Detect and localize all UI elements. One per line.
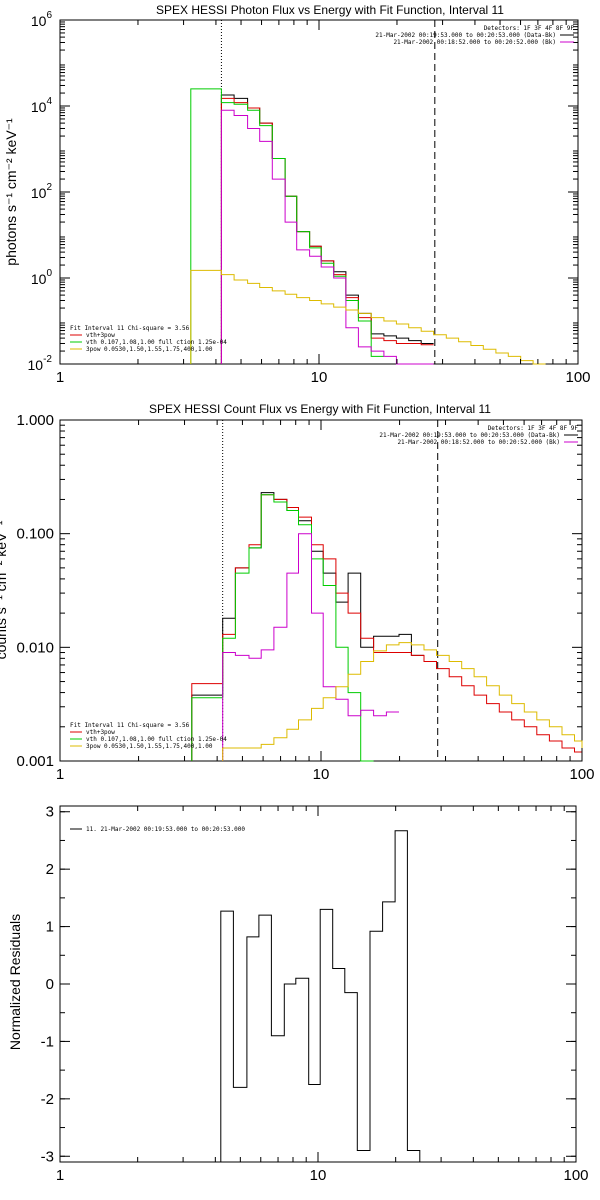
count-y-tick-label: 1.000 <box>16 412 54 429</box>
tick-exponent: 0 <box>46 268 52 279</box>
photon-legend-top-entry: 21-Mar-2002 00:19:53.000 to 00:20:53.000… <box>375 32 556 39</box>
residuals-panel: -3 -2 -1 0 1 2 3 1 10 100 Normalized Residuals 1… <box>7 804 589 1184</box>
photon-flux-panel: SPEX HESSI Photon Flux vs Energy with Fi… <box>3 3 591 386</box>
photon-series-4 <box>190 269 546 365</box>
tick-exponent: 4 <box>46 96 52 107</box>
residuals-y-tick-label: 3 <box>46 804 54 821</box>
tick-base: 10 <box>31 271 47 287</box>
photon-panel-title: SPEX HESSI Photon Flux vs Energy with Fi… <box>156 3 504 17</box>
photon-y-tick-label: 100 <box>31 268 53 287</box>
photon-vertical-markers <box>220 20 436 364</box>
count-vertical-markers <box>222 420 439 761</box>
count-x-tick-label: 10 <box>313 766 330 783</box>
count-plot-area: 0.001 0.010 0.100 1.000 1 10 100 <box>16 412 594 783</box>
count-legend-top-entry: 21-Mar-2002 00:19:53.000 to 00:20:53.000… <box>379 432 560 439</box>
photon-y-tick-label: 10-2 <box>28 354 53 373</box>
photon-plot-frame <box>59 19 579 365</box>
count-legend-bottom-title: Fit Interval 11 Chi-square = 3.56 <box>70 722 190 729</box>
residuals-y-tick-label: 2 <box>46 861 54 878</box>
count-series-2 <box>191 494 374 762</box>
count-legend-bottom-entry: vth+3pow <box>86 729 115 736</box>
photon-series-2 <box>190 88 384 364</box>
residuals-series-0 <box>220 830 433 1163</box>
count-panel-title: SPEX HESSI Count Flux vs Energy with Fit… <box>149 402 491 416</box>
photon-y-axis-label: photons s⁻¹ cm⁻² keV⁻¹ <box>3 118 19 266</box>
count-series-3 <box>222 533 399 761</box>
residuals-y-tick-label: 0 <box>46 976 54 993</box>
residuals-y-tick-label: -1 <box>41 1033 54 1050</box>
tick-base: 10 <box>31 99 47 115</box>
residuals-y-tick-label: -3 <box>41 1148 54 1165</box>
residuals-y-ticks: -3 -2 -1 0 1 2 3 <box>41 804 576 1165</box>
residuals-x-tick-label: 1 <box>56 1167 64 1184</box>
residuals-x-tick-label: 10 <box>310 1167 327 1184</box>
count-flux-panel: SPEX HESSI Count Flux vs Energy with Fit… <box>0 402 595 783</box>
count-series-0 <box>191 492 424 761</box>
tick-exponent: -2 <box>43 354 52 365</box>
photon-legend-bottom-title: Fit Interval 11 Chi-square = 3.56 <box>70 325 190 332</box>
photon-legend-top-entry: Detectors: 1F 3F 4F 8F 9F <box>484 25 575 32</box>
residuals-y-tick-label: -2 <box>41 1091 54 1108</box>
count-y-tick-label: 0.010 <box>16 639 54 656</box>
photon-y-tick-label: 102 <box>31 182 53 201</box>
count-x-tick-label: 1 <box>56 766 64 783</box>
count-legend-top-entry: Detectors: 1F 3F 4F 8F 9F <box>488 425 579 432</box>
tick-base: 10 <box>31 185 47 201</box>
photon-x-tick-label: 1 <box>56 369 64 386</box>
tick-exponent: 6 <box>46 10 52 21</box>
count-y-ticks: 0.001 0.010 0.100 1.000 <box>16 412 582 770</box>
count-y-axis-label: counts s⁻¹ cm⁻² keV⁻¹ <box>0 520 9 659</box>
photon-legend-bottom-entry: vth+3pow <box>86 332 115 339</box>
photon-legend-bottom: Fit Interval 11 Chi-square = 3.56vth+3po… <box>70 325 227 353</box>
count-legend-bottom-entry: 3pow 0.0530,1.50,1.55,1.75,400,1.00 <box>86 743 213 750</box>
photon-series-group <box>190 88 546 365</box>
count-series-4 <box>222 642 583 761</box>
photon-legend-bottom-entry: 3pow 0.0530,1.50,1.55,1.75,400,1.00 <box>86 346 213 353</box>
photon-y-tick-label: 104 <box>31 96 53 115</box>
count-x-ticks: 1 10 100 <box>56 420 595 783</box>
residuals-x-tick-label: 100 <box>563 1167 588 1184</box>
residuals-y-tick-label: 1 <box>46 919 54 936</box>
residuals-plot-area: -3 -2 -1 0 1 2 3 1 10 100 <box>41 804 589 1184</box>
count-legend-top-entry: 21-Mar-2002 00:18:52.000 to 00:20:52.000… <box>397 439 560 446</box>
residuals-y-axis-label: Normalized Residuals <box>7 914 23 1050</box>
count-series-1 <box>191 494 582 761</box>
photon-y-tick-label: 106 <box>31 10 53 29</box>
photon-legend-top-entry: 21-Mar-2002 00:18:52.000 to 00:20:52.000… <box>393 39 556 46</box>
photon-x-tick-label: 10 <box>311 369 328 386</box>
tick-base: 10 <box>28 357 44 373</box>
count-series-group <box>191 492 583 762</box>
photon-x-ticks: 1 10 100 <box>56 20 591 386</box>
residuals-legend: 11. 21-Mar-2002 00:19:53.000 to 00:20:53… <box>70 826 245 833</box>
count-plot-frame <box>59 419 583 762</box>
residuals-x-ticks: 1 10 100 <box>56 806 589 1184</box>
photon-legend-bottom-entry: vth 0.107,1.08,1.00 full ction 1.25e-04 <box>86 339 227 346</box>
tick-exponent: 2 <box>46 182 52 193</box>
count-y-tick-label: 0.001 <box>16 753 54 770</box>
count-legend-bottom-entry: vth 0.107,1.08,1.00 full ction 1.25e-04 <box>86 736 227 743</box>
residuals-plot-frame <box>59 805 577 1163</box>
residuals-series-group <box>220 830 433 1163</box>
photon-x-tick-label: 100 <box>565 369 590 386</box>
photon-series-3 <box>220 109 434 365</box>
tick-base: 10 <box>31 13 47 29</box>
count-y-tick-label: 0.100 <box>16 526 54 543</box>
residuals-legend-entry: 11. 21-Mar-2002 00:19:53.000 to 00:20:53… <box>86 826 245 833</box>
count-x-tick-label: 100 <box>569 766 594 783</box>
count-legend-bottom: Fit Interval 11 Chi-square = 3.56vth+3po… <box>70 722 227 750</box>
